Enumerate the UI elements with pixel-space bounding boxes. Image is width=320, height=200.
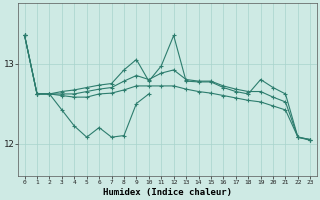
X-axis label: Humidex (Indice chaleur): Humidex (Indice chaleur) bbox=[103, 188, 232, 197]
